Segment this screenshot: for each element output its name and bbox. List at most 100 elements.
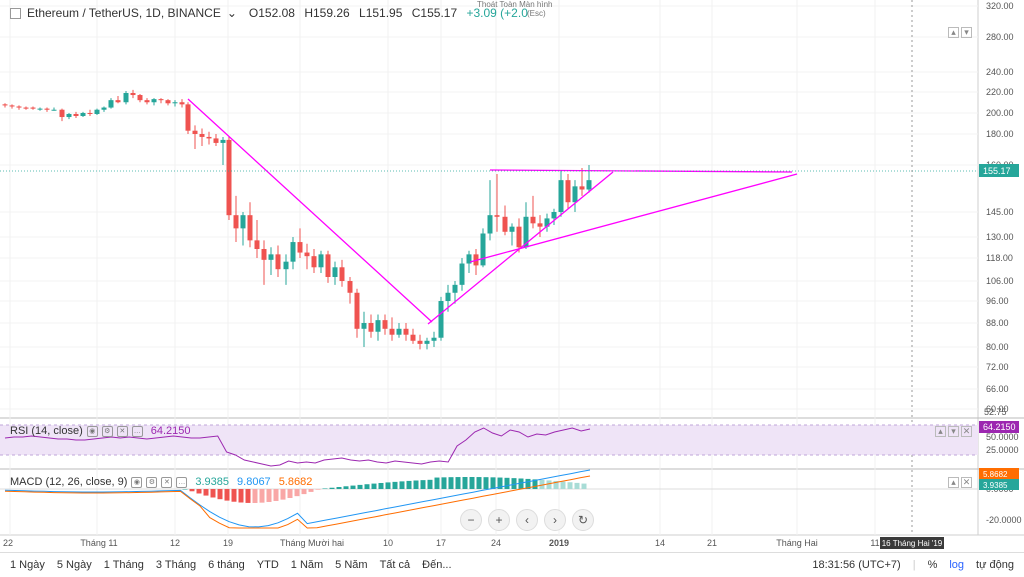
macd-histogram-bar xyxy=(560,481,566,489)
fullscreen-tooltip-text: Thoát Toàn Màn hình xyxy=(477,0,553,9)
pane-down-icon[interactable]: ▾ xyxy=(948,426,959,437)
candle-body xyxy=(233,215,239,229)
candle-body xyxy=(572,186,578,203)
range-button[interactable]: YTD xyxy=(256,559,279,571)
range-button[interactable]: 1 Ngày xyxy=(10,559,45,571)
macd-histogram-bar xyxy=(280,489,286,500)
range-button[interactable]: 6 tháng xyxy=(208,559,245,571)
chevron-down-icon[interactable]: ⌄ xyxy=(226,6,237,20)
range-button[interactable]: Đến... xyxy=(422,559,452,571)
candle-body xyxy=(185,104,191,131)
auto-toggle[interactable]: tự động xyxy=(976,559,1014,571)
price-tick-label: 320.00 xyxy=(986,1,1014,11)
chart-canvas[interactable]: 320.00280.00240.00220.00200.00180.00160.… xyxy=(0,0,1024,552)
pane-close-icon[interactable]: ✕ xyxy=(961,426,972,437)
macd-signal-value: 5.8682 xyxy=(278,476,313,488)
rsi-line xyxy=(4,427,591,467)
more-icon[interactable]: … xyxy=(131,425,143,437)
macd-histogram-bar xyxy=(490,477,496,489)
macd-histogram-bar xyxy=(406,480,412,489)
rsi-band xyxy=(0,425,978,455)
rsi-tick-label: 25.0000 xyxy=(986,445,1019,455)
log-toggle[interactable]: log xyxy=(949,559,965,571)
macd-label[interactable]: MACD (12, 26, close, 9) xyxy=(10,476,128,488)
candle-body xyxy=(502,216,508,232)
eye-icon[interactable]: ◉ xyxy=(131,476,143,488)
candle-body xyxy=(199,134,205,137)
candle-body xyxy=(410,334,416,341)
macd-histogram-bar xyxy=(350,485,356,489)
scroll-right-icon[interactable]: › xyxy=(544,509,566,531)
price-tick-label: 118.00 xyxy=(986,253,1013,263)
settings-icon[interactable]: ⚙ xyxy=(146,476,158,488)
candle-body xyxy=(389,328,395,335)
candle-body xyxy=(101,107,107,110)
price-axis-bg xyxy=(978,0,1024,552)
candle-body xyxy=(339,267,345,281)
range-button[interactable]: 3 Tháng xyxy=(155,559,197,571)
macd-histogram-bar xyxy=(525,478,531,489)
price-tick-label: 220.00 xyxy=(986,87,1014,97)
more-icon[interactable]: … xyxy=(176,476,188,488)
pane-close-icon[interactable]: ✕ xyxy=(961,477,972,488)
candle-body xyxy=(332,267,338,277)
candle-body xyxy=(325,254,331,277)
candle-body xyxy=(44,108,50,110)
time-tick-label: 17 xyxy=(436,538,446,548)
time-tick-label: 14 xyxy=(655,538,665,548)
signal-line xyxy=(4,475,591,529)
zoom-in-icon[interactable]: + xyxy=(488,509,510,531)
macd-histogram-bar xyxy=(287,489,293,498)
collapse-icon[interactable] xyxy=(10,7,21,19)
macd-histogram-bar xyxy=(224,489,230,501)
symbol-title[interactable]: Ethereum / TetherUS, 1D, BINANCE xyxy=(27,6,221,20)
range-button[interactable]: 1 Tháng xyxy=(103,559,144,571)
candle-body xyxy=(417,340,423,344)
rsi-current-label: 64.2150 xyxy=(983,422,1016,432)
candle-body xyxy=(206,136,212,139)
price-tick-label: 66.00 xyxy=(986,384,1009,394)
candle-body xyxy=(297,242,303,253)
macd-histogram-bar xyxy=(483,477,489,489)
reset-icon[interactable]: ↻ xyxy=(572,509,594,531)
macd-legend: MACD (12, 26, close, 9) ◉ ⚙ ✕ … 3.9385 9… xyxy=(10,476,312,488)
candle-body xyxy=(445,292,451,301)
macd-histogram-bar xyxy=(497,477,503,489)
pane-down-icon[interactable]: ▾ xyxy=(961,27,972,38)
candle-body xyxy=(579,186,585,190)
price-tick-label: 180.00 xyxy=(986,129,1014,139)
percent-toggle[interactable]: % xyxy=(927,559,938,571)
close-icon[interactable]: ✕ xyxy=(116,425,128,437)
macd-current-label: 3.9385 xyxy=(983,481,1008,490)
change-value: +3.09 (+2.0 xyxy=(466,6,528,20)
trend-line xyxy=(469,173,798,263)
range-button[interactable]: 1 Năm xyxy=(290,559,324,571)
scroll-left-icon[interactable]: ‹ xyxy=(516,509,538,531)
candle-body xyxy=(30,107,36,109)
candle-body xyxy=(261,249,267,260)
range-button[interactable]: Tất cả xyxy=(379,559,411,571)
rsi-label[interactable]: RSI (14, close) xyxy=(10,425,83,437)
close-icon[interactable]: ✕ xyxy=(161,476,173,488)
pane-up-icon[interactable]: ▴ xyxy=(935,426,946,437)
macd-histogram-bar xyxy=(532,479,538,489)
time-tick-label: 21 xyxy=(707,538,717,548)
range-button[interactable]: 5 Ngày xyxy=(56,559,92,571)
macd-histogram-bar xyxy=(315,489,321,490)
macd-histogram-bar xyxy=(469,477,475,489)
pane-up-icon[interactable]: ▴ xyxy=(948,477,959,488)
range-button[interactable]: 5 Năm xyxy=(335,559,368,571)
candle-body xyxy=(179,102,185,105)
pane-up-icon[interactable]: ▴ xyxy=(948,27,959,38)
candle-body xyxy=(368,323,374,332)
candle-body xyxy=(382,320,388,329)
main-pane-controls: ▴ ▾ xyxy=(948,27,972,38)
settings-icon[interactable]: ⚙ xyxy=(101,425,113,437)
eye-icon[interactable]: ◉ xyxy=(86,425,98,437)
candle-body xyxy=(375,320,381,332)
price-tick-label: 145.00 xyxy=(986,207,1014,217)
macd-histogram-bar xyxy=(511,478,517,489)
candle-body xyxy=(452,284,458,293)
macd-histogram-bar xyxy=(448,477,454,489)
zoom-out-icon[interactable]: − xyxy=(460,509,482,531)
